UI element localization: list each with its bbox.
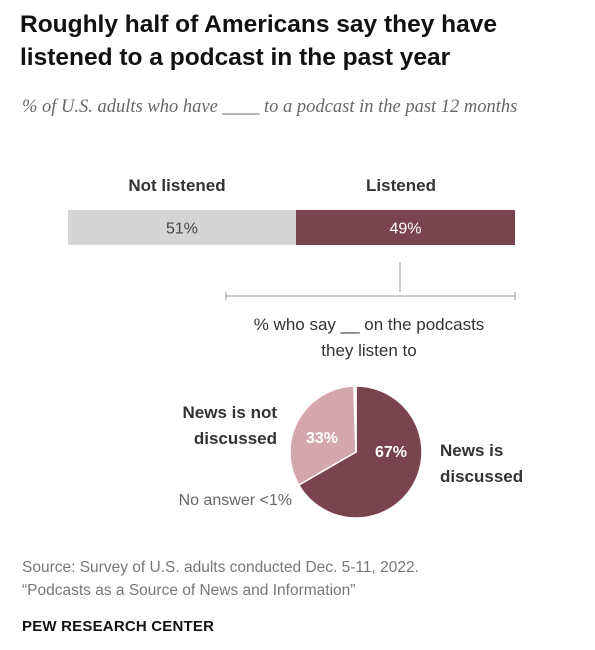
- bar-value-label-1: 49%: [389, 221, 421, 238]
- pie-slice-2: [353, 385, 357, 453]
- source-note: Source: Survey of U.S. adults conducted …: [22, 556, 419, 602]
- bar-value-label-0: 51%: [166, 221, 198, 238]
- pie-value-label-0: 67%: [375, 444, 407, 461]
- bar-segment-0: [68, 210, 296, 245]
- bar-segment-1: [295, 210, 515, 245]
- pie-category-label-1-line-0: News is not: [183, 403, 278, 422]
- pie-slice-0: [297, 385, 423, 519]
- pie-title-line-0: % who say __ on the podcasts: [254, 315, 485, 334]
- pie-category-label-1-line-1: discussed: [194, 429, 277, 448]
- pie-category-label-0-line-0: News is: [440, 441, 503, 460]
- legend-not-listened: Not listened: [128, 176, 226, 195]
- pie-category-label-0-line-1: discussed: [440, 467, 523, 486]
- pie-title-line-1: they listen to: [321, 341, 416, 360]
- pie-value-label-1: 33%: [306, 430, 338, 447]
- brand-logo: PEW RESEARCH CENTER: [22, 618, 215, 635]
- chart-title: Roughly half of Americans say they have …: [20, 11, 497, 71]
- legend-listened: Listened: [366, 176, 436, 195]
- chart-subtitle: % of U.S. adults who have ____ to a podc…: [22, 97, 518, 117]
- source-line: Source: Survey of U.S. adults conducted …: [22, 559, 419, 576]
- report-title: “Podcasts as a Source of News and Inform…: [22, 582, 356, 599]
- pie-category-label-2: No answer <1%: [179, 492, 292, 509]
- pie-slice-1: [289, 385, 357, 487]
